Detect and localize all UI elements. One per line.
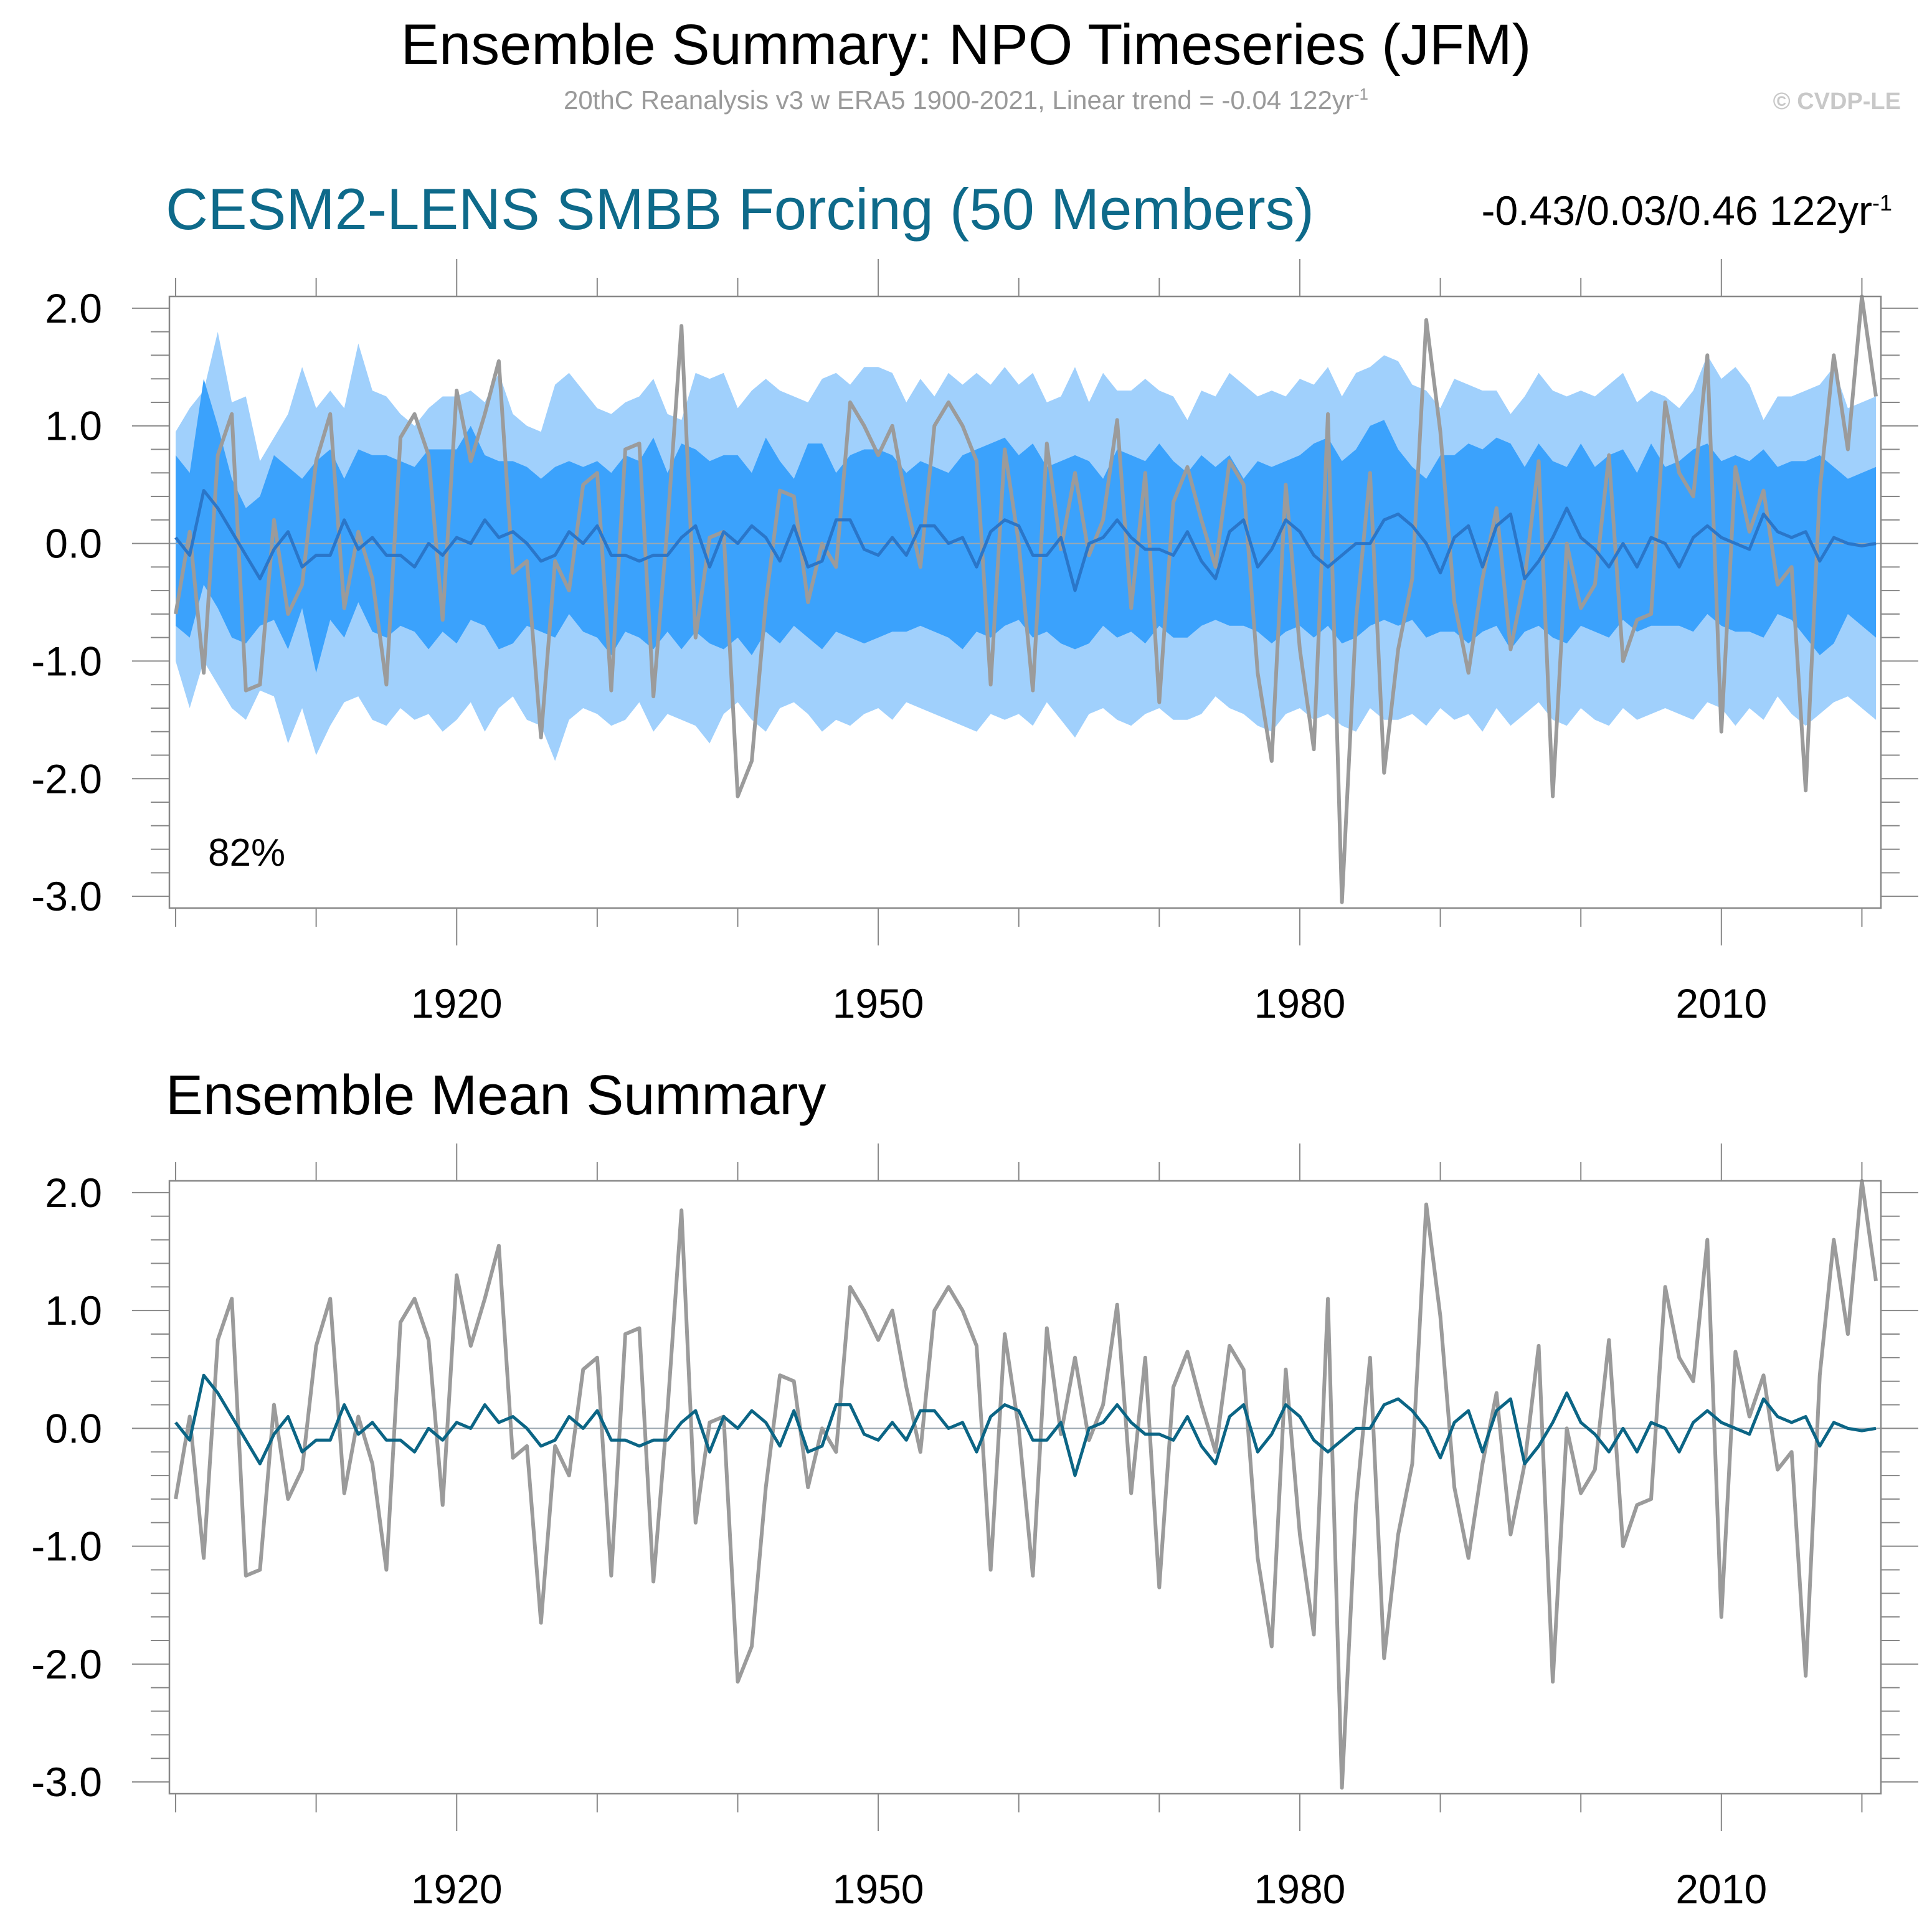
copyright-label: © CVDP-LE — [1773, 88, 1901, 115]
panel1-ytick-label: 2.0 — [45, 285, 102, 331]
panel1-frame — [168, 295, 1882, 909]
panel1-title: CESM2-LENS SMBB Forcing (50 Members) — [166, 176, 1314, 242]
panel2-xtick-label: 1920 — [411, 1866, 503, 1912]
panel2-ytick-label: 2.0 — [45, 1170, 102, 1216]
panel1-chart: 2.0 1.0 0.0 -1.0 -2.0 -3.0 1920 1950 1980 2010 — [31, 259, 1918, 1026]
panel1-xtick-label: 1950 — [833, 980, 924, 1026]
panel2-frame — [168, 1180, 1882, 1795]
panel2-xtick-label: 1950 — [833, 1866, 924, 1912]
panel2-title: Ensemble Mean Summary — [166, 1064, 826, 1127]
panel1-ytick-label: -3.0 — [31, 873, 102, 919]
panel1-trend-text: -0.43/0.03/0.46 122yr — [1481, 187, 1872, 234]
panel2-ensemble-mean-line — [174, 1373, 1877, 1477]
panel2-xtick-label: 2010 — [1675, 1866, 1767, 1912]
panel1-xtick-label: 1980 — [1254, 980, 1346, 1026]
panel1-ytick-label: -2.0 — [31, 755, 102, 802]
subtitle-unit-exponent: -1 — [1353, 85, 1369, 103]
panel1-ensemble-mean-line — [174, 489, 1877, 592]
panel1-trend-label: -0.43/0.03/0.46 122yr-1 — [1482, 187, 1892, 234]
panel2-chart: 2.0 1.0 0.0 -1.0 -2.0 -3.0 1920 1950 1980 2010 — [31, 1143, 1918, 1912]
panel2-ytick-label: -1.0 — [31, 1523, 102, 1570]
panel1-ytick-label: -1.0 — [31, 638, 102, 684]
percent-label: 82% — [208, 831, 286, 874]
subtitle-text: 20thC Reanalysis v3 w ERA5 1900-2021, Li… — [563, 85, 1354, 115]
panel2-xtick-label: 1980 — [1254, 1866, 1346, 1912]
panel2-ytick-label: 0.0 — [45, 1405, 102, 1451]
panel1-ytick-label: 1.0 — [45, 403, 102, 449]
main-title: Ensemble Summary: NPO Timeseries (JFM) — [400, 13, 1532, 77]
panel1-xtick-label: 1920 — [411, 980, 503, 1026]
panel1-xtick-label: 2010 — [1675, 980, 1767, 1026]
panel2-ytick-label: -3.0 — [31, 1759, 102, 1805]
subtitle: 20thC Reanalysis v3 w ERA5 1900-2021, Li… — [0, 85, 1932, 115]
panel2-ytick-label: 1.0 — [45, 1287, 102, 1333]
panel1-inner-spread-band — [176, 379, 1876, 673]
panel2-observed-line — [174, 1179, 1878, 1790]
panel1-ytick-label: 0.0 — [45, 521, 102, 567]
panel2-ytick-label: -2.0 — [31, 1641, 102, 1687]
panel1-trend-exponent: -1 — [1872, 190, 1892, 215]
panel1-observed-line — [174, 295, 1878, 904]
